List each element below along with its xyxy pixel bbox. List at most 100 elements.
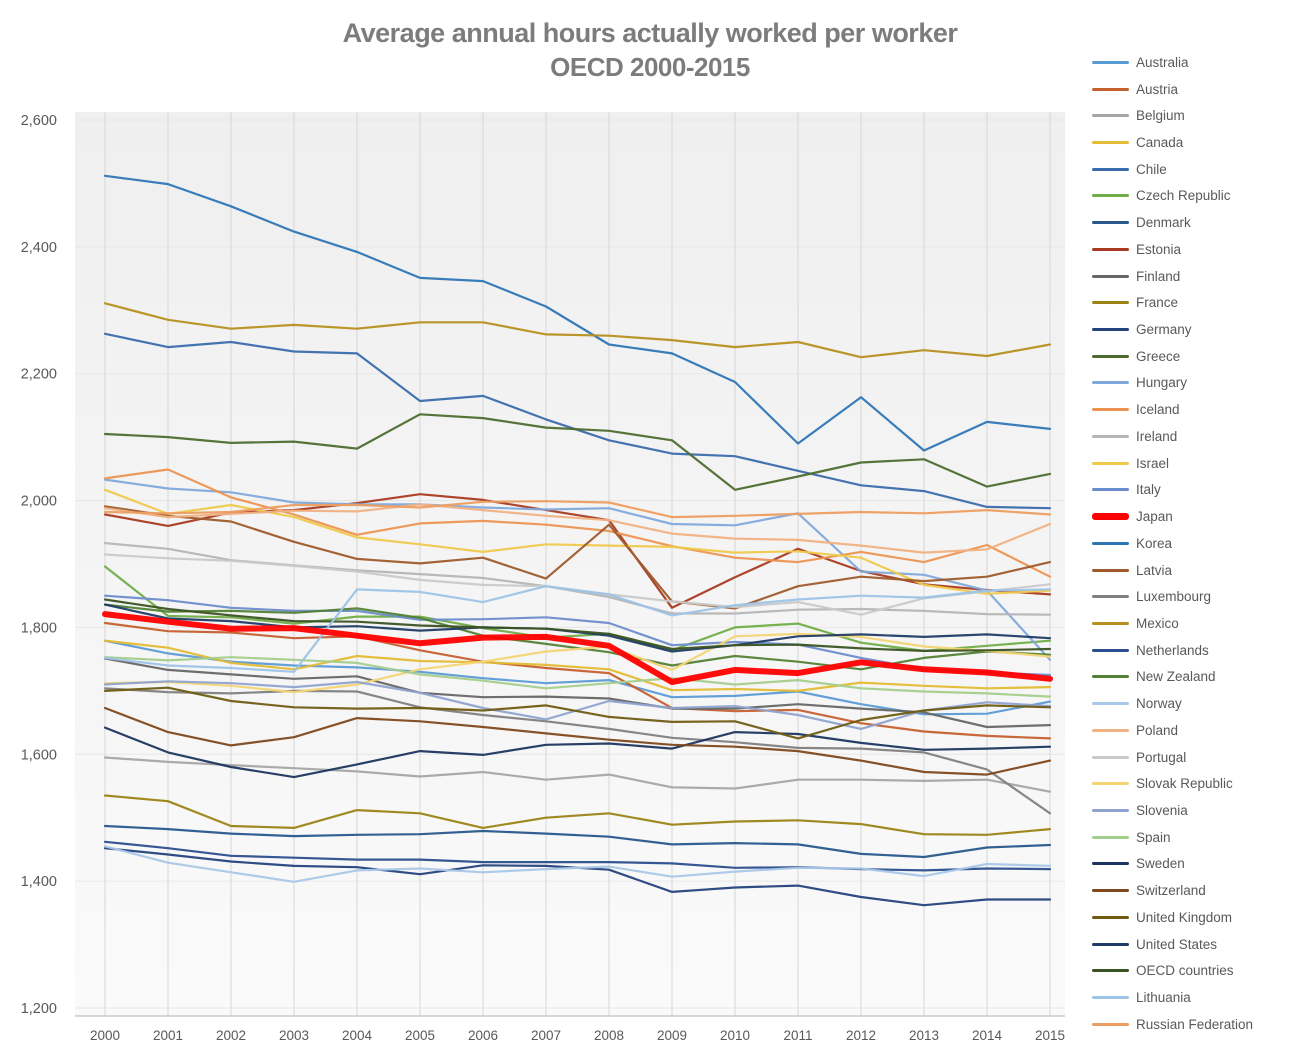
legend-item-norway: Norway — [1092, 690, 1298, 717]
legend-label-germany: Germany — [1136, 322, 1192, 338]
legend-item-austria: Austria — [1092, 76, 1298, 103]
legend-item-chile: Chile — [1092, 156, 1298, 183]
legend-swatch-greece — [1092, 354, 1129, 358]
y-axis-tick-label: 1,800 — [21, 620, 57, 636]
legend-swatch-iceland — [1092, 408, 1129, 412]
legend-swatch-czech-republic — [1092, 194, 1129, 198]
legend-item-italy: Italy — [1092, 477, 1298, 504]
x-axis-tick-label: 2009 — [657, 1028, 687, 1043]
series-line-sweden — [103, 726, 1052, 779]
x-axis-tick-label: 2001 — [153, 1028, 183, 1043]
x-axis-tick-label: 2013 — [909, 1028, 939, 1043]
legend-label-slovak-republic: Slovak Republic — [1136, 776, 1233, 792]
legend-label-estonia: Estonia — [1136, 241, 1182, 257]
series-line-austria — [103, 621, 1052, 740]
legend-label-sweden: Sweden — [1136, 856, 1185, 872]
legend-swatch-israel — [1092, 461, 1129, 465]
legend-item-greece: Greece — [1092, 343, 1298, 370]
x-axis-tick-label: 2003 — [279, 1028, 309, 1043]
legend-swatch-france — [1092, 301, 1129, 305]
y-axis-tick-label: 1,200 — [21, 1001, 57, 1017]
legend-label-united-kingdom: United Kingdom — [1136, 909, 1233, 925]
x-axis-tick-label: 2015 — [1035, 1028, 1065, 1043]
legend-label-netherlands: Netherlands — [1136, 642, 1209, 658]
legend-swatch-lithuania — [1092, 996, 1129, 1000]
legend-swatch-korea — [1092, 541, 1129, 545]
legend-label-hungary: Hungary — [1136, 375, 1188, 391]
x-axis-tick-label: 2006 — [468, 1028, 498, 1043]
x-axis-tick-label: 2000 — [90, 1028, 120, 1043]
legend-item-lithuania: Lithuania — [1092, 984, 1298, 1011]
legend-swatch-united-states — [1092, 942, 1129, 946]
series-line-japan — [102, 611, 1053, 685]
legend-item-sweden: Sweden — [1092, 851, 1298, 878]
legend-swatch-chile — [1092, 167, 1129, 171]
series-line-mexico — [103, 302, 1052, 359]
y-axis-tick-label: 2,200 — [21, 367, 57, 383]
legend-swatch-united-kingdom — [1092, 915, 1129, 919]
legend-swatch-hungary — [1092, 381, 1129, 385]
series-line-iceland — [103, 468, 1052, 578]
legend-item-france: France — [1092, 289, 1298, 316]
y-axis-tick-label: 1,600 — [21, 747, 57, 763]
x-axis-tick-label: 2008 — [594, 1028, 624, 1043]
series-line-belgium — [103, 756, 1052, 793]
legend-label-austria: Austria — [1136, 81, 1179, 97]
series-line-latvia — [103, 505, 1052, 610]
chart-legend: Australia Austria Belgium Canada Chile Czech … — [1092, 49, 1298, 1038]
legend-item-luxembourg: Luxembourg — [1092, 583, 1298, 610]
legend-swatch-switzerland — [1092, 889, 1129, 893]
legend-label-australia: Australia — [1136, 54, 1189, 70]
legend-item-new-zealand: New Zealand — [1092, 664, 1298, 691]
legend-label-finland: Finland — [1136, 268, 1181, 284]
series-line-luxembourg — [103, 687, 1052, 815]
series-line-france — [103, 794, 1052, 836]
x-axis-tick-label: 2012 — [846, 1028, 876, 1043]
legend-item-russian-federation: Russian Federation — [1092, 1011, 1298, 1038]
legend-item-latvia: Latvia — [1092, 557, 1298, 584]
legend-swatch-italy — [1092, 488, 1129, 492]
legend-item-korea: Korea — [1092, 530, 1298, 557]
legend-label-russian-federation: Russian Federation — [1136, 1016, 1254, 1032]
legend-label-iceland: Iceland — [1136, 402, 1180, 418]
legend-label-lithuania: Lithuania — [1136, 990, 1191, 1006]
series-line-united-kingdom — [103, 686, 1052, 740]
legend-label-japan: Japan — [1136, 509, 1173, 525]
legend-item-estonia: Estonia — [1092, 236, 1298, 263]
series-line-canada — [103, 639, 1052, 693]
legend-item-netherlands: Netherlands — [1092, 637, 1298, 664]
y-axis-tick-label: 2,000 — [21, 494, 57, 510]
legend-label-latvia: Latvia — [1136, 562, 1173, 578]
legend-item-belgium: Belgium — [1092, 102, 1298, 129]
legend-label-czech-republic: Czech Republic — [1136, 188, 1231, 204]
series-line-greece — [103, 413, 1052, 491]
legend-label-luxembourg: Luxembourg — [1136, 589, 1212, 605]
legend-label-oecd-countries: OECD countries — [1136, 963, 1234, 979]
legend-label-switzerland: Switzerland — [1136, 883, 1206, 899]
x-axis-tick-label: 2010 — [720, 1028, 750, 1043]
plot-area: 1,200 1,400 1,600 1,800 2,000 2,200 2,400 2,600… — [21, 112, 1065, 1043]
legend-item-united-kingdom: United Kingdom — [1092, 904, 1298, 931]
legend-swatch-ireland — [1092, 434, 1129, 438]
legend-item-spain: Spain — [1092, 824, 1298, 851]
legend-item-hungary: Hungary — [1092, 370, 1298, 397]
legend-swatch-germany — [1092, 328, 1129, 332]
legend-label-portugal: Portugal — [1136, 749, 1187, 765]
legend-swatch-oecd-countries — [1092, 969, 1129, 973]
legend-label-poland: Poland — [1136, 722, 1179, 738]
legend-swatch-netherlands — [1092, 648, 1129, 652]
legend-item-ireland: Ireland — [1092, 423, 1298, 450]
legend-swatch-canada — [1092, 141, 1129, 145]
legend-item-portugal: Portugal — [1092, 744, 1298, 771]
x-axis-tick-label: 2004 — [342, 1028, 373, 1043]
legend-item-united-states: United States — [1092, 931, 1298, 958]
series-line-oecd-countries — [103, 598, 1052, 653]
legend-swatch-portugal — [1092, 755, 1129, 759]
legend-swatch-spain — [1092, 835, 1129, 839]
legend-item-iceland: Iceland — [1092, 396, 1298, 423]
legend-swatch-poland — [1092, 728, 1129, 732]
y-axis-tick-label: 1,400 — [21, 874, 57, 890]
legend-swatch-russian-federation — [1092, 1022, 1129, 1026]
legend-label-canada: Canada — [1136, 135, 1184, 151]
